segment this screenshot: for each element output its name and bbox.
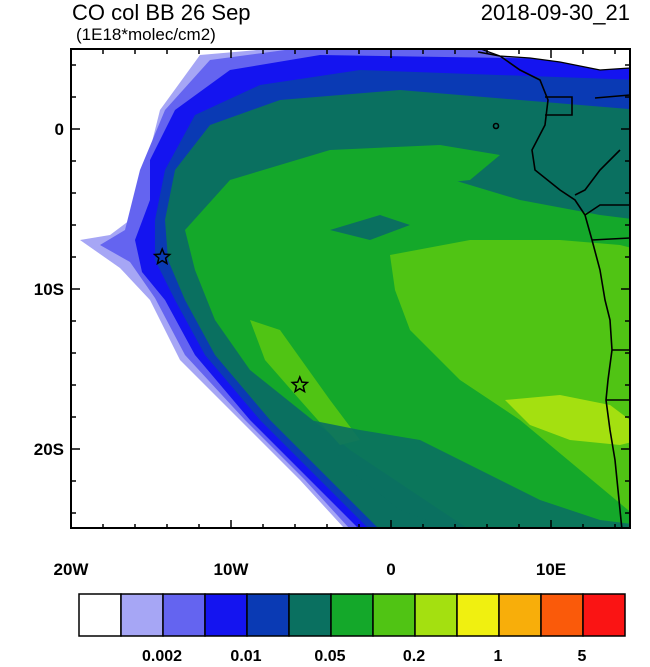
colorbar-swatch xyxy=(204,593,248,637)
site-north-star-icon xyxy=(152,247,172,266)
lat-label-20s: 20S xyxy=(33,440,64,459)
colorbar-label-0-05: 0.05 xyxy=(314,648,346,665)
lon-label-10w: 10W xyxy=(213,560,249,579)
colorbar-swatch xyxy=(582,593,626,637)
colorbar-label-0-2: 0.2 xyxy=(402,648,426,665)
colorbar xyxy=(78,593,626,637)
colorbar-swatch xyxy=(78,593,122,637)
site-south-star-icon xyxy=(290,375,310,394)
colorbar-swatch xyxy=(162,593,206,637)
map-title: CO col BB 26 Sep xyxy=(72,0,251,25)
axis-ticks xyxy=(70,49,630,529)
colorbar-label-0-01: 0.01 xyxy=(230,648,262,665)
colorbar-swatch xyxy=(246,593,290,637)
colorbar-swatch xyxy=(414,593,458,637)
units-label: (1E18*molec/cm2) xyxy=(76,25,216,44)
lat-label-10s: 10S xyxy=(33,280,64,299)
colorbar-swatch xyxy=(498,593,542,637)
lon-label-10e: 10E xyxy=(535,560,567,579)
lon-label-20w: 20W xyxy=(53,560,89,579)
lat-label-0: 0 xyxy=(54,120,64,139)
colorbar-swatch xyxy=(288,593,332,637)
colorbar-swatch xyxy=(456,593,500,637)
colorbar-label-5: 5 xyxy=(577,648,587,665)
colorbar-swatch xyxy=(120,593,164,637)
colorbar-label-1: 1 xyxy=(493,648,503,665)
colorbar-swatch xyxy=(330,593,374,637)
lon-label-0: 0 xyxy=(386,560,396,579)
co-field xyxy=(71,49,630,528)
colorbar-label-0-002: 0.002 xyxy=(141,648,183,665)
colorbar-swatch xyxy=(372,593,416,637)
coastline xyxy=(477,51,630,528)
marker-layer xyxy=(152,247,310,394)
timestamp: 2018-09-30_21 xyxy=(480,0,630,25)
colorbar-swatch xyxy=(540,593,584,637)
